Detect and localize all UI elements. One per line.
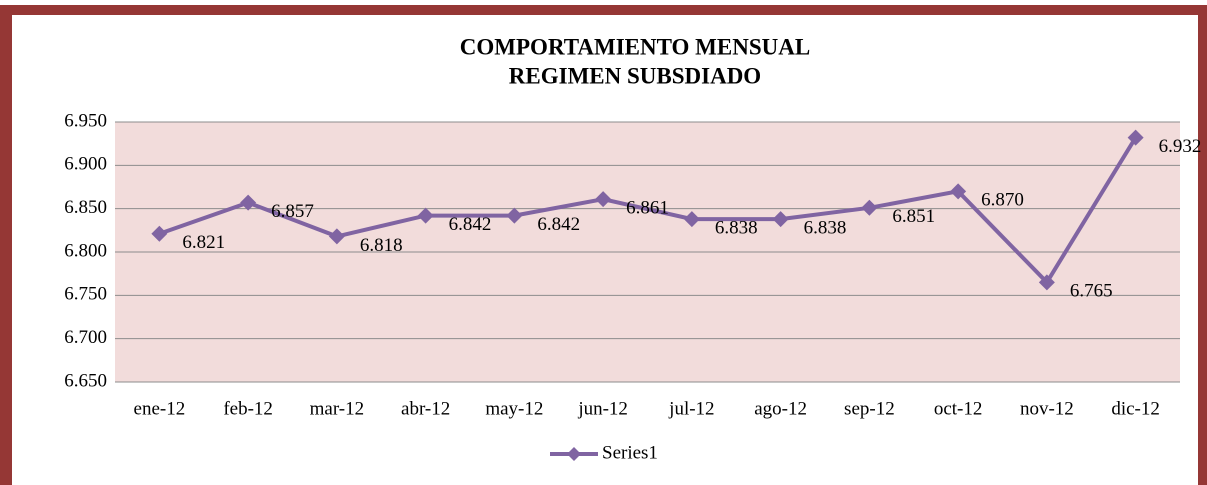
data-point bbox=[417, 207, 434, 224]
data-label: 6.818 bbox=[360, 235, 403, 256]
y-tick-label: 6.900 bbox=[64, 154, 107, 175]
x-tick-label: ene-12 bbox=[134, 398, 186, 419]
data-point bbox=[240, 194, 257, 211]
y-tick-label: 6.650 bbox=[64, 370, 107, 391]
x-tick-label: abr-12 bbox=[401, 398, 450, 419]
y-tick-label: 6.750 bbox=[64, 284, 107, 305]
x-tick-label: ago-12 bbox=[754, 398, 807, 419]
x-tick-label: dic-12 bbox=[1111, 398, 1160, 419]
chart-title: REGIMEN SUBSDIADO bbox=[509, 63, 761, 88]
data-label: 6.765 bbox=[1070, 281, 1113, 302]
chart-title: COMPORTAMIENTO MENSUAL bbox=[460, 34, 810, 59]
y-tick-label: 6.950 bbox=[64, 110, 107, 131]
data-label: 6.857 bbox=[271, 201, 314, 222]
data-point bbox=[950, 183, 967, 200]
legend-label: Series1 bbox=[602, 442, 658, 463]
x-tick-label: may-12 bbox=[485, 398, 543, 419]
data-label: 6.932 bbox=[1159, 136, 1202, 157]
y-tick-label: 6.850 bbox=[64, 197, 107, 218]
data-point bbox=[151, 225, 168, 242]
x-tick-label: nov-12 bbox=[1020, 398, 1074, 419]
data-label: 6.838 bbox=[715, 217, 758, 238]
x-tick-label: sep-12 bbox=[844, 398, 895, 419]
data-point bbox=[683, 211, 700, 228]
data-point bbox=[595, 191, 612, 208]
data-point bbox=[1038, 274, 1055, 291]
data-point bbox=[506, 207, 523, 224]
x-tick-label: oct-12 bbox=[934, 398, 983, 419]
x-tick-label: feb-12 bbox=[223, 398, 273, 419]
series-line bbox=[158, 136, 1138, 286]
x-tick-label: mar-12 bbox=[310, 398, 365, 419]
data-label: 6.842 bbox=[537, 214, 580, 235]
data-point bbox=[861, 199, 878, 216]
data-point bbox=[328, 228, 345, 245]
data-label: 6.861 bbox=[626, 197, 669, 218]
data-point bbox=[772, 211, 789, 228]
data-label: 6.821 bbox=[182, 232, 225, 253]
data-label: 6.851 bbox=[892, 206, 935, 227]
x-tick-label: jul-12 bbox=[668, 398, 714, 419]
data-point bbox=[1127, 129, 1144, 146]
y-tick-label: 6.800 bbox=[64, 240, 107, 261]
data-label: 6.870 bbox=[981, 190, 1024, 211]
y-tick-label: 6.700 bbox=[64, 327, 107, 348]
data-label: 6.842 bbox=[449, 214, 492, 235]
data-label: 6.838 bbox=[804, 217, 847, 238]
x-tick-label: jun-12 bbox=[577, 398, 628, 419]
legend-marker bbox=[567, 447, 581, 461]
